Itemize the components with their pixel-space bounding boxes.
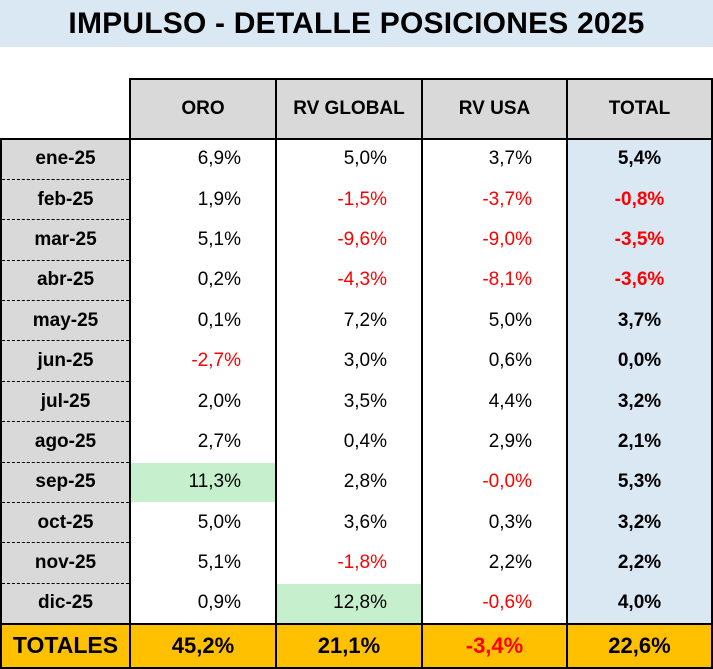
cell-rv-usa: -3,7%	[421, 179, 568, 221]
row-month-label: abr-25	[0, 260, 131, 302]
totals-oro: 45,2%	[129, 622, 277, 669]
row-month-label: dic-25	[0, 583, 131, 625]
row-month-label: mar-25	[0, 219, 131, 261]
header-row: ORO RV GLOBAL RV USA TOTAL	[1, 78, 713, 139]
row-month-label: jun-25	[0, 340, 131, 382]
cell-rv-global: 12,8%	[275, 583, 423, 625]
cell-rv-usa: 2,2%	[421, 542, 568, 584]
cell-rv-usa: 5,0%	[421, 300, 568, 342]
cell-rv-global: 5,0%	[275, 137, 423, 180]
cell-rv-global: 3,6%	[275, 502, 423, 544]
cell-oro: 0,1%	[129, 300, 277, 342]
cell-rv-usa: -0,6%	[421, 583, 568, 625]
cell-oro: 5,1%	[129, 219, 277, 261]
cell-oro: 2,7%	[129, 421, 277, 463]
cell-total: 4,0%	[566, 583, 713, 625]
cell-rv-global: 2,8%	[275, 462, 423, 504]
table-row: may-25 0,1% 7,2% 5,0% 3,7%	[0, 300, 713, 342]
totals-row: TOTALES 45,2% 21,1% -3,4% 22,6%	[0, 622, 713, 669]
totals-total: 22,6%	[566, 622, 713, 669]
column-header-oro: ORO	[129, 78, 277, 139]
cell-rv-usa: 2,9%	[421, 421, 568, 463]
cell-total: -3,5%	[566, 219, 713, 261]
table-row: feb-25 1,9% -1,5% -3,7% -0,8%	[0, 179, 713, 221]
corner-cell	[1, 79, 130, 139]
cell-rv-global: -4,3%	[275, 260, 423, 302]
cell-total: -0,8%	[566, 179, 713, 221]
cell-oro: 6,9%	[129, 137, 277, 180]
row-month-label: may-25	[0, 300, 131, 342]
cell-rv-usa: -0,0%	[421, 462, 568, 504]
cell-rv-usa: -9,0%	[421, 219, 568, 261]
row-month-label: sep-25	[0, 462, 131, 504]
column-header-rv-global: RV GLOBAL	[275, 78, 423, 139]
cell-oro: 0,2%	[129, 260, 277, 302]
cell-total: 3,2%	[566, 381, 713, 423]
row-month-label: jul-25	[0, 381, 131, 423]
table-row: jun-25 -2,7% 3,0% 0,6% 0,0%	[0, 340, 713, 382]
totals-rv-usa: -3,4%	[421, 622, 568, 669]
cell-oro: 11,3%	[129, 462, 277, 504]
cell-total: 2,2%	[566, 542, 713, 584]
cell-rv-global: -9,6%	[275, 219, 423, 261]
cell-oro: 5,1%	[129, 542, 277, 584]
cell-total: 5,3%	[566, 462, 713, 504]
totals-label: TOTALES	[0, 622, 131, 669]
table-row: sep-25 11,3% 2,8% -0,0% 5,3%	[0, 462, 713, 504]
cell-rv-global: -1,8%	[275, 542, 423, 584]
table-row: jul-25 2,0% 3,5% 4,4% 3,2%	[0, 381, 713, 423]
cell-oro: 0,9%	[129, 583, 277, 625]
cell-oro: 1,9%	[129, 179, 277, 221]
row-month-label: nov-25	[0, 542, 131, 584]
cell-rv-usa: 0,3%	[421, 502, 568, 544]
cell-rv-usa: 0,6%	[421, 340, 568, 382]
row-month-label: ene-25	[0, 137, 131, 180]
cell-rv-usa: 4,4%	[421, 381, 568, 423]
cell-rv-global: 0,4%	[275, 421, 423, 463]
cell-total: 5,4%	[566, 137, 713, 180]
totals-rv-global: 21,1%	[275, 622, 423, 669]
row-month-label: oct-25	[0, 502, 131, 544]
table-row: oct-25 5,0% 3,6% 0,3% 3,2%	[0, 502, 713, 544]
cell-oro: 5,0%	[129, 502, 277, 544]
table-row: ene-25 6,9% 5,0% 3,7% 5,4%	[0, 137, 713, 180]
cell-oro: 2,0%	[129, 381, 277, 423]
page-title: IMPULSO - DETALLE POSICIONES 2025	[68, 6, 645, 40]
row-month-label: feb-25	[0, 179, 131, 221]
table-row: dic-25 0,9% 12,8% -0,6% 4,0%	[0, 583, 713, 625]
positions-table: ORO RV GLOBAL RV USA TOTAL ene-25 6,9% 5,0…	[0, 78, 713, 669]
table-row: abr-25 0,2% -4,3% -8,1% -3,6%	[0, 260, 713, 302]
title-bar: IMPULSO - DETALLE POSICIONES 2025	[0, 0, 713, 47]
table-body: ene-25 6,9% 5,0% 3,7% 5,4% feb-25 1,9% -1,5% -3,…	[0, 137, 713, 625]
cell-rv-global: -1,5%	[275, 179, 423, 221]
cell-rv-usa: 3,7%	[421, 137, 568, 180]
table-row: ago-25 2,7% 0,4% 2,9% 2,1%	[0, 421, 713, 463]
row-month-label: ago-25	[0, 421, 131, 463]
cell-rv-global: 7,2%	[275, 300, 423, 342]
cell-total: 0,0%	[566, 340, 713, 382]
table-row: nov-25 5,1% -1,8% 2,2% 2,2%	[0, 542, 713, 584]
cell-total: -3,6%	[566, 260, 713, 302]
cell-rv-global: 3,5%	[275, 381, 423, 423]
cell-total: 3,7%	[566, 300, 713, 342]
column-header-total: TOTAL	[566, 78, 713, 139]
table-row: mar-25 5,1% -9,6% -9,0% -3,5%	[0, 219, 713, 261]
cell-total: 3,2%	[566, 502, 713, 544]
cell-oro: -2,7%	[129, 340, 277, 382]
cell-rv-usa: -8,1%	[421, 260, 568, 302]
cell-total: 2,1%	[566, 421, 713, 463]
column-header-rv-usa: RV USA	[421, 78, 568, 139]
cell-rv-global: 3,0%	[275, 340, 423, 382]
